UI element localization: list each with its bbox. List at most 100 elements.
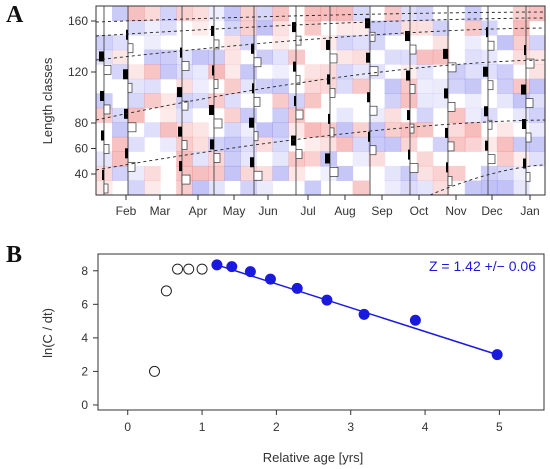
frequency-peak-bar [325, 153, 330, 164]
x-tick-label-a: Mar [150, 204, 171, 218]
y-tick-label-b: 4 [81, 331, 88, 345]
heatmap-cell [192, 20, 209, 36]
frequency-bar [369, 31, 376, 42]
fitted-point [244, 266, 256, 278]
heatmap-cell [352, 6, 370, 22]
heatmap-cell [416, 107, 434, 123]
heatmap-cell [320, 64, 338, 80]
heatmap-cell [192, 78, 209, 94]
frequency-peak-bar [294, 96, 296, 107]
heatmap-cell [336, 6, 354, 22]
heatmap-cell [464, 107, 482, 123]
heatmap-cell [448, 78, 466, 94]
heatmap-cell [384, 78, 402, 94]
heatmap-cell [272, 35, 289, 51]
frequency-bar [213, 79, 219, 89]
frequency-bar [181, 61, 190, 71]
excluded-point [172, 263, 184, 275]
heatmap-cell [208, 180, 225, 196]
frequency-peak-bar [522, 119, 526, 129]
frequency-peak-bar [100, 90, 104, 101]
y-axis-title-a: Length classes [40, 57, 55, 144]
heatmap-cell [224, 107, 241, 123]
heatmap-cell [256, 6, 273, 22]
frequency-bar [447, 102, 456, 112]
frequency-peak-bar [251, 43, 254, 54]
frequency-bar [181, 174, 191, 185]
heatmap-cell [224, 122, 241, 138]
frequency-bar [127, 161, 136, 172]
heatmap-cell [320, 6, 338, 22]
heatmap-cell [416, 20, 434, 36]
heatmap-cell [496, 122, 514, 138]
frequency-peak-bar [209, 104, 214, 115]
heatmap-cell [464, 64, 482, 80]
excluded-point [160, 285, 172, 297]
y-tick-label-a: 60 [75, 142, 89, 156]
frequency-peak-bar [485, 140, 488, 151]
heatmap-cell [464, 49, 482, 65]
frequency-bar [525, 98, 534, 108]
frequency-peak-bar [326, 39, 330, 50]
frequency-bar [295, 75, 301, 85]
frequency-bar [329, 167, 339, 177]
heatmap-cell [272, 136, 289, 152]
frequency-bar [329, 127, 335, 138]
frequency-bar [329, 88, 336, 98]
heatmap-cell [240, 165, 257, 181]
heatmap-cell [144, 35, 161, 51]
heatmap-cell [112, 136, 129, 152]
heatmap-cell [272, 6, 289, 22]
heatmap-cell [240, 180, 257, 196]
frequency-peak-bar [249, 117, 254, 128]
growth-curves [95, 11, 546, 196]
plot-frame-b [97, 253, 545, 411]
x-tick-label-a: Jan [520, 204, 539, 218]
frequency-peak-bar [123, 69, 128, 80]
plot-frame-a [95, 5, 546, 196]
y-axis-a: 40 60 80 120 160 [68, 14, 96, 181]
x-tick-label-a: Nov [445, 204, 466, 218]
heatmap-cell [272, 122, 289, 138]
frequency-bar [103, 104, 111, 115]
heatmap-cell [496, 78, 514, 94]
heatmap-cell [448, 165, 466, 181]
x-tick-label-a: Aug [334, 204, 355, 218]
heatmap-cell [176, 107, 193, 123]
heatmap-cell [464, 78, 482, 94]
heatmap-cell [448, 122, 466, 138]
heatmap-cell [480, 20, 498, 36]
frequency-bar [181, 140, 188, 150]
fitted-point [491, 349, 503, 361]
heatmap-cell [208, 49, 225, 65]
heatmap-cell [192, 122, 209, 138]
y-tick-label-a: 120 [68, 65, 88, 79]
heatmap-cell [384, 93, 402, 109]
heatmap-cell [416, 49, 434, 65]
heatmap-cell [128, 180, 145, 196]
heatmap-cell [400, 180, 418, 196]
heatmap-cell [160, 6, 177, 22]
fitted-point [226, 261, 238, 273]
heatmap-cell [224, 78, 241, 94]
frequency-bar [213, 39, 220, 50]
frequency-peak-bar [521, 84, 526, 95]
excluded-point [196, 263, 208, 275]
x-tick-label-b: 0 [124, 420, 131, 434]
heatmap-cell [496, 93, 514, 109]
frequency-bar [213, 118, 223, 129]
x-axis-title-b: Relative age [yrs] [263, 450, 363, 465]
heatmap-cell [144, 122, 161, 138]
z-estimate-label: Z = 1.42 +/− 0.06 [429, 258, 536, 274]
frequency-bar [487, 119, 493, 130]
heatmap-cell [352, 180, 370, 196]
heatmap-cell [240, 136, 257, 152]
heatmap-cell [192, 151, 209, 167]
heatmap-cell [272, 78, 289, 94]
heatmap-cell [224, 64, 241, 80]
heatmap-cell [272, 165, 289, 181]
frequency-bar [447, 62, 457, 73]
frequency-bar [253, 170, 263, 181]
heatmap-cell [304, 136, 322, 152]
heatmap-cell [224, 20, 241, 36]
